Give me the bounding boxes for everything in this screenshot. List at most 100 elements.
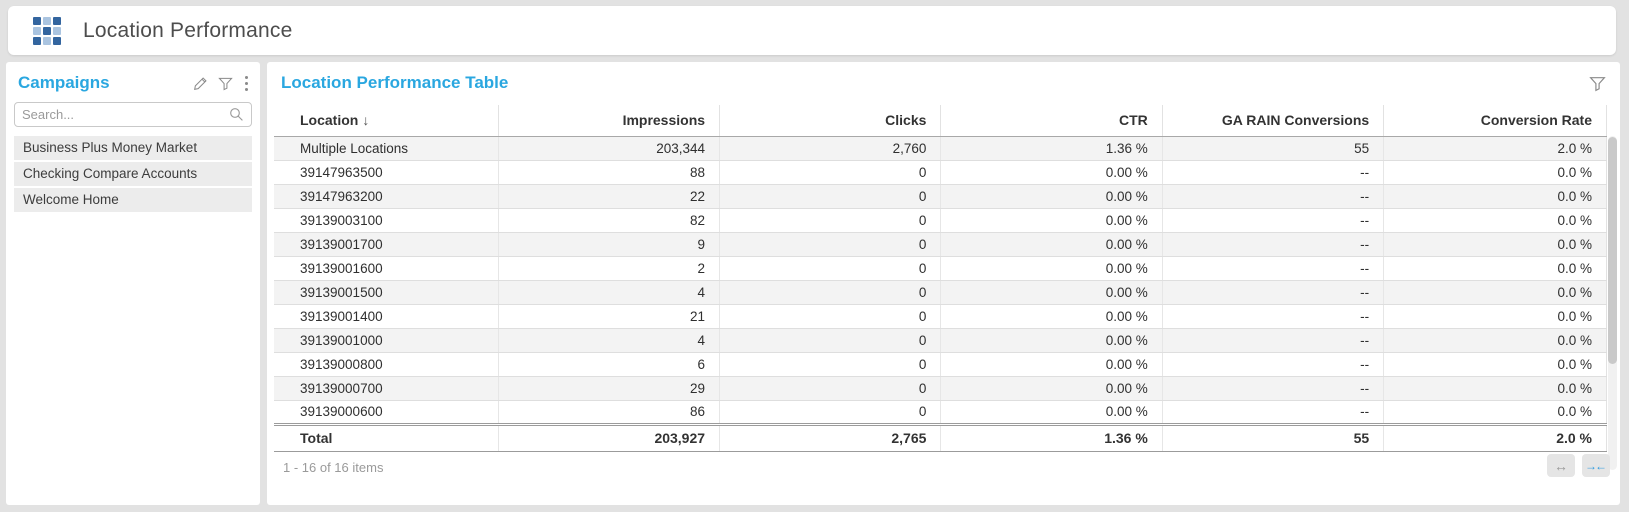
cell-location: 39139001400 — [274, 304, 499, 329]
cell-impressions: 86 — [497, 400, 720, 425]
campaigns-panel-title: Campaigns — [18, 73, 110, 92]
cell-location: 39139000600 — [274, 400, 499, 425]
cell-ctr: 0.00 % — [940, 232, 1163, 257]
cell-ctr: 0.00 % — [940, 376, 1163, 401]
locations-table: Location ↓ Impressions Clicks CTR GA RAIN… — [274, 105, 1607, 452]
table-row: 39139001000 4 0 0.00 % -- 0.0 % — [274, 328, 1607, 353]
cell-conversions: -- — [1161, 256, 1384, 281]
table-row: Multiple Locations 203,344 2,760 1.36 % … — [274, 136, 1607, 161]
cell-clicks: 0 — [719, 160, 941, 185]
cell-conversions: -- — [1161, 280, 1384, 305]
cell-conversions: -- — [1161, 208, 1384, 233]
cell-impressions: 4 — [497, 280, 720, 305]
cell-conversion-rate: 0.0 % — [1383, 352, 1607, 377]
column-header-location[interactable]: Location ↓ — [274, 105, 499, 137]
scrollbar-thumb[interactable] — [1608, 137, 1617, 364]
column-header-ctr[interactable]: CTR — [940, 105, 1163, 137]
campaign-item[interactable]: Welcome Home — [14, 188, 252, 212]
cell-ctr: 0.00 % — [940, 160, 1163, 185]
cell-conversions: -- — [1161, 352, 1384, 377]
cell-impressions: 9 — [497, 232, 720, 257]
cell-conversions: -- — [1161, 304, 1384, 329]
table-header-row: Location ↓ Impressions Clicks CTR GA RAIN… — [274, 105, 1607, 137]
cell-clicks: 0 — [719, 400, 941, 425]
sort-desc-icon: ↓ — [362, 112, 370, 129]
table-row: 39139001400 21 0 0.00 % -- 0.0 % — [274, 304, 1607, 329]
edit-icon[interactable] — [193, 76, 208, 91]
filter-icon[interactable] — [218, 76, 233, 91]
cell-impressions: 2 — [497, 256, 720, 281]
total-impressions: 203,927 — [497, 422, 720, 452]
cell-conversions: -- — [1161, 160, 1384, 185]
cell-clicks: 2,760 — [719, 136, 941, 161]
cell-location: Multiple Locations — [274, 136, 499, 161]
search-input[interactable] — [22, 107, 229, 122]
cell-location: 39139001600 — [274, 256, 499, 281]
table-row: 39139003100 82 0 0.00 % -- 0.0 % — [274, 208, 1607, 233]
table-row: 39147963500 88 0 0.00 % -- 0.0 % — [274, 160, 1607, 185]
cell-location: 39147963500 — [274, 160, 499, 185]
cell-location: 39139001700 — [274, 232, 499, 257]
cell-clicks: 0 — [719, 352, 941, 377]
cell-conversion-rate: 0.0 % — [1383, 328, 1607, 353]
cell-conversion-rate: 0.0 % — [1383, 232, 1607, 257]
cell-conversions: 55 — [1161, 136, 1384, 161]
table-panel: Location Performance Table Location ↓ Imp… — [267, 62, 1620, 505]
column-header-conversions[interactable]: GA RAIN Conversions — [1161, 105, 1384, 137]
cell-conversion-rate: 0.0 % — [1383, 208, 1607, 233]
total-row: Total 203,927 2,765 1.36 % 55 2.0 % — [274, 422, 1607, 452]
cell-impressions: 21 — [497, 304, 720, 329]
collapse-columns-button[interactable]: →← — [1582, 454, 1610, 477]
cell-location: 39139001500 — [274, 280, 499, 305]
page-title: Location Performance — [83, 18, 293, 42]
table-row: 39147963200 22 0 0.00 % -- 0.0 % — [274, 184, 1607, 209]
cell-clicks: 0 — [719, 304, 941, 329]
cell-impressions: 29 — [497, 376, 720, 401]
campaign-item[interactable]: Checking Compare Accounts — [14, 162, 252, 186]
cell-impressions: 4 — [497, 328, 720, 353]
items-count: 1 - 16 of 16 items — [283, 460, 384, 475]
cell-impressions: 22 — [497, 184, 720, 209]
cell-ctr: 0.00 % — [940, 328, 1163, 353]
column-header-impressions[interactable]: Impressions — [497, 105, 720, 137]
horizontal-arrow-icon: ↔ — [1554, 457, 1568, 474]
cell-conversions: -- — [1161, 400, 1384, 425]
table-row: 39139001700 9 0 0.00 % -- 0.0 % — [274, 232, 1607, 257]
cell-ctr: 0.00 % — [940, 352, 1163, 377]
campaign-search — [14, 102, 252, 127]
cell-clicks: 0 — [719, 280, 941, 305]
cell-clicks: 0 — [719, 184, 941, 209]
campaign-list: Business Plus Money Market Checking Comp… — [14, 136, 252, 212]
table-filter-icon[interactable] — [1589, 75, 1606, 92]
cell-conversion-rate: 2.0 % — [1383, 136, 1607, 161]
cell-conversions: -- — [1161, 376, 1384, 401]
cell-conversions: -- — [1161, 232, 1384, 257]
table-row: 39139000800 6 0 0.00 % -- 0.0 % — [274, 352, 1607, 377]
cell-ctr: 0.00 % — [940, 400, 1163, 425]
cell-ctr: 0.00 % — [940, 208, 1163, 233]
cell-location: 39139000800 — [274, 352, 499, 377]
total-label: Total — [274, 422, 499, 452]
cell-ctr: 1.36 % — [940, 136, 1163, 161]
cell-impressions: 82 — [497, 208, 720, 233]
cell-ctr: 0.00 % — [940, 184, 1163, 209]
kebab-menu-icon[interactable] — [243, 75, 250, 92]
cell-conversions: -- — [1161, 328, 1384, 353]
cell-clicks: 0 — [719, 208, 941, 233]
cell-clicks: 0 — [719, 256, 941, 281]
search-icon[interactable] — [229, 107, 244, 122]
cell-location: 39139000700 — [274, 376, 499, 401]
cell-conversion-rate: 0.0 % — [1383, 280, 1607, 305]
cell-clicks: 0 — [719, 328, 941, 353]
campaign-item[interactable]: Business Plus Money Market — [14, 136, 252, 160]
table-body: Multiple Locations 203,344 2,760 1.36 % … — [274, 136, 1607, 425]
column-header-clicks[interactable]: Clicks — [719, 105, 941, 137]
vertical-scrollbar[interactable] — [1608, 136, 1617, 470]
expand-columns-button[interactable]: ↔ — [1547, 454, 1575, 477]
collapse-arrows-icon: →← — [1585, 458, 1607, 473]
cell-impressions: 88 — [497, 160, 720, 185]
total-clicks: 2,765 — [719, 422, 941, 452]
cell-conversion-rate: 0.0 % — [1383, 160, 1607, 185]
column-header-conversion-rate[interactable]: Conversion Rate — [1383, 105, 1607, 137]
cell-ctr: 0.00 % — [940, 256, 1163, 281]
